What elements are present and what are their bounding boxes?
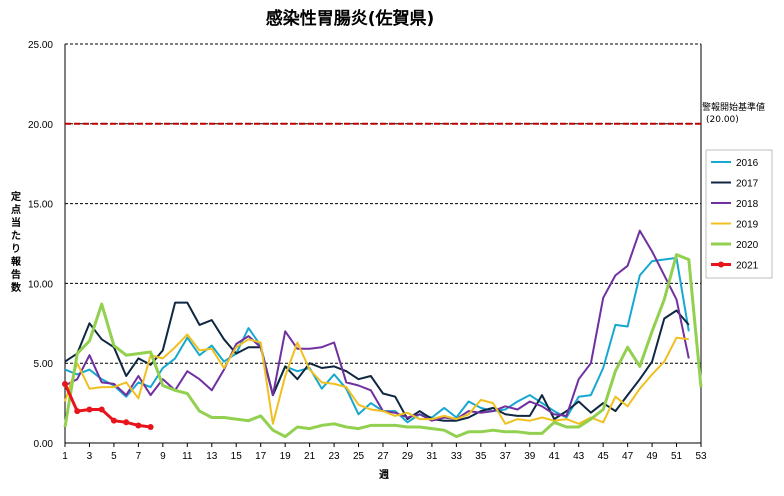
series-line-2020 (63, 253, 703, 439)
x-axis-label: 週 (379, 469, 389, 481)
x-tick-label-7: 15 (231, 451, 243, 462)
x-tick-label-4: 9 (160, 451, 166, 462)
data-point-2021-8 (147, 424, 154, 431)
series-line-2021 (63, 383, 151, 429)
series-line-2017 (64, 301, 690, 422)
series-line-2018 (64, 229, 690, 422)
y-tick-label-0: 0.00 (34, 439, 54, 450)
x-tick-label-9: 19 (280, 451, 292, 462)
data-point-2021-2 (74, 408, 81, 415)
x-tick-label-22: 45 (598, 451, 610, 462)
x-tick-label-8: 17 (255, 451, 267, 462)
legend-label-2019: 2019 (736, 220, 759, 231)
x-tick-label-12: 25 (353, 451, 365, 462)
x-tick-label-10: 21 (304, 451, 316, 462)
legend-label-2018: 2018 (736, 199, 759, 210)
x-tick-label-19: 39 (524, 451, 536, 462)
x-tick-label-20: 41 (549, 451, 561, 462)
y-tick-label-4: 20.00 (28, 120, 53, 131)
series-line-2016 (64, 256, 690, 424)
y-tick-label-5: 25.00 (28, 40, 53, 51)
data-point-2021-5 (110, 417, 117, 424)
x-tick-label-25: 51 (671, 451, 683, 462)
x-tick-label-16: 33 (451, 451, 463, 462)
x-tick-label-11: 23 (329, 451, 341, 462)
y-axis-label: 定点当たり報告数 (11, 190, 22, 294)
data-point-2021-3 (86, 406, 93, 413)
y-tick-label-1: 5.00 (34, 359, 54, 370)
data-point-2021-1 (62, 380, 68, 387)
x-tick-label-24: 49 (647, 451, 659, 462)
legend-label-2016: 2016 (736, 158, 759, 169)
series-line-2019 (64, 333, 689, 425)
x-tick-label-5: 11 (182, 451, 193, 462)
threshold-label: 警報開始基準値 (702, 101, 765, 113)
x-tick-label-21: 43 (573, 451, 585, 462)
x-tick-label-26: 53 (695, 451, 707, 462)
legend-label-2017: 2017 (736, 179, 759, 190)
x-tick-label-18: 37 (500, 451, 512, 462)
data-point-2021-7 (135, 422, 142, 429)
x-tick-label-1: 3 (87, 451, 93, 462)
legend-marker-2021 (718, 261, 724, 268)
chart-title: 感染性胃腸炎(佐賀県) (266, 8, 435, 29)
y-tick-label-2: 10.00 (28, 279, 53, 290)
x-tick-label-2: 5 (111, 451, 117, 462)
x-tick-label-14: 29 (402, 451, 414, 462)
legend-label-2020: 2020 (736, 240, 759, 251)
threshold-value-label: (20.00) (706, 115, 739, 125)
legend-box (705, 149, 773, 279)
x-tick-label-0: 1 (62, 451, 68, 462)
x-tick-label-17: 35 (475, 451, 487, 462)
x-tick-label-6: 13 (206, 451, 218, 462)
data-point-2021-6 (123, 419, 130, 426)
x-tick-label-23: 47 (622, 451, 634, 462)
data-point-2021-4 (98, 406, 105, 413)
legend-label-2021: 2021 (736, 261, 759, 272)
x-tick-label-3: 7 (136, 451, 142, 462)
y-tick-label-3: 15.00 (28, 200, 53, 211)
x-tick-label-13: 27 (377, 451, 389, 462)
x-tick-label-15: 31 (426, 451, 438, 462)
